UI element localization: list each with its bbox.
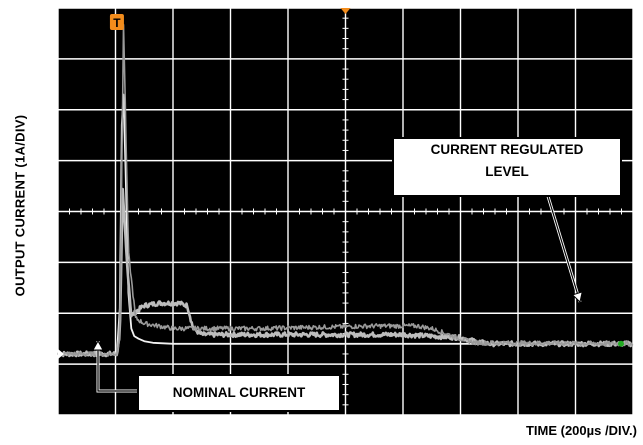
- current-regulated-callout: CURRENT REGULATED LEVEL: [392, 137, 622, 197]
- x-axis-label: TIME (200µs /DIV.): [525, 423, 637, 438]
- ground-level-icon: [58, 348, 64, 359]
- trace-line: [57, 23, 634, 357]
- trace-group: [57, 23, 634, 358]
- end-marker-icon: [618, 340, 624, 347]
- trigger-marker-label: T: [113, 16, 121, 30]
- nominal-current-arrow: [97, 341, 137, 392]
- current-regulated-line-1: CURRENT REGULATED: [430, 142, 584, 157]
- nominal-current-arrow-head: [92, 339, 104, 351]
- scope-grid: [57, 7, 634, 416]
- arrow-group: [92, 192, 583, 393]
- y-axis-label: OUTPUT CURRENT (1A/DIV): [8, 60, 32, 350]
- regulated-level-arrow: [546, 192, 581, 303]
- regulated-level-arrow-head: [571, 291, 583, 303]
- current-regulated-line-2: LEVEL: [485, 164, 529, 179]
- marker-group: T: [58, 8, 624, 359]
- nominal-current-callout: NOMINAL CURRENT: [137, 374, 341, 412]
- trigger-marker-icon: [109, 14, 124, 30]
- y-axis-label-text: OUTPUT CURRENT (1A/DIV): [12, 114, 28, 296]
- trigger-position-icon: [340, 8, 351, 14]
